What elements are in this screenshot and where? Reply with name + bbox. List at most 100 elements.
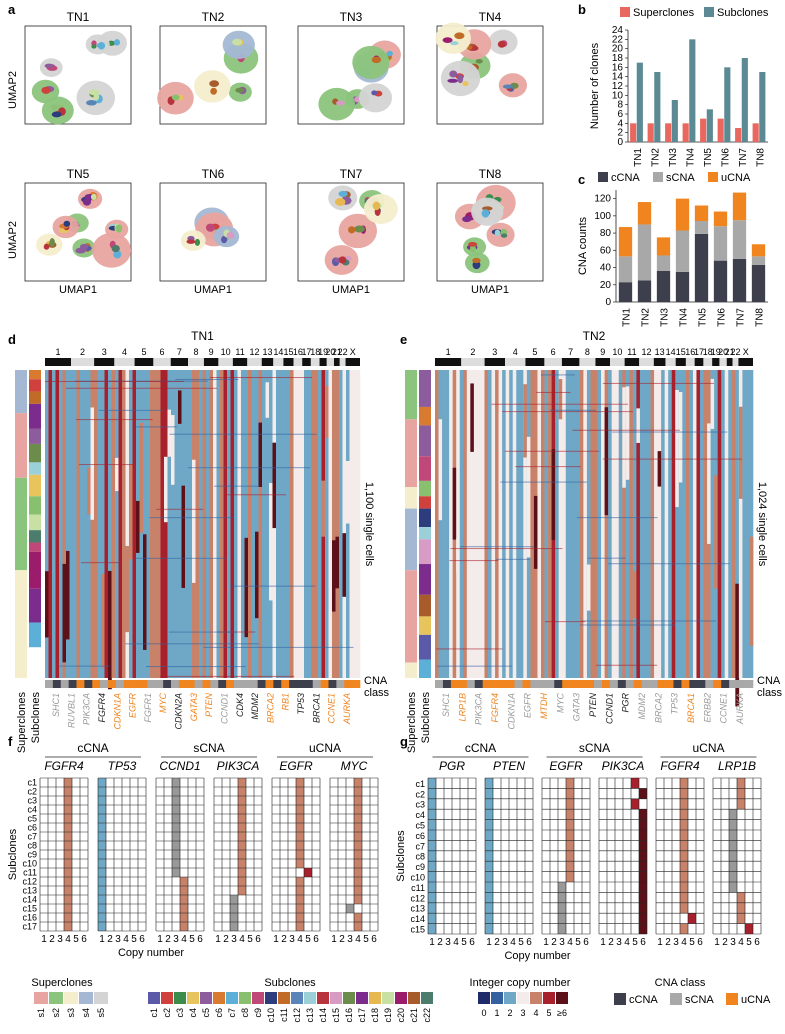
cna-class-cell [657,680,666,688]
chromosome-label-7: 7 [177,347,182,357]
chromosome-band-14 [273,358,284,366]
cna-class-cell [625,680,635,688]
legend-subclone-label-c13: c13 [305,1008,315,1023]
heatmap-streak [580,620,716,622]
cn-cell-fgfr4 [680,923,688,934]
gene-label-ccnd1: CCND1 [219,693,229,724]
heatmap-segment [356,370,361,678]
cna-class-cell [163,680,172,688]
cn-cell-pik3ca [639,840,647,851]
cn-cell-pten [485,913,493,924]
umap-cell-cluster [90,193,97,200]
cn-cell-lrp1b [729,850,737,862]
copy-number-tick: 5 [131,934,137,945]
chromosome-label-15: 15 [283,347,293,357]
cn-cell-egfr [558,892,566,903]
heatmap-streak [540,374,575,376]
cn-cell-pgr [428,923,436,934]
heatmap-segment [724,370,729,678]
cn-cell-tp53 [98,796,106,805]
chromosome-label-15: 15 [676,347,686,357]
cn-cell-pik3ca [238,886,246,895]
bar-subclones-tn6 [724,67,731,142]
heatmap-streak [134,426,177,428]
umap1-label: UMAP1 [332,284,370,296]
bar-subclones-tn4 [689,39,696,143]
heatmap-segment [227,370,231,678]
bar-ucna-tn7 [732,192,747,221]
heatmap-segment [339,370,343,678]
single-cells-label: 1,100 single cells [363,482,375,567]
heatmap-segment [636,408,641,443]
heatmap-segment [146,370,151,678]
cn-cell-egfr [558,923,566,934]
chromosome-band-X [345,358,360,366]
heatmap-segment [90,407,95,520]
cn-cell-myc [354,832,362,841]
legend-subclone-swatch-c18 [369,992,381,1004]
legend-superclone-swatch-s1 [34,992,48,1004]
heatmap-segment [449,370,453,678]
figure-legend: Superclones s1 s2 s3 s4 s5 Subclones c1 c2 c3 c4 c5… [31,977,771,1023]
subclone-row-label: c16 [22,913,37,923]
gene-label-shc1: SHC1 [51,693,61,717]
legend-superclone-swatch-s2 [49,992,63,1004]
x-tick-label: TN4 [679,308,690,327]
chromosome-label-11: 11 [627,347,636,357]
heatmap-streak [501,411,633,413]
copy-number-tick: 1 [543,937,549,948]
copy-number-tick: 3 [347,934,353,945]
cna-class-cell [76,680,85,688]
subclone-row-label: c4 [415,810,425,820]
cn-cell-tp53 [98,904,106,913]
bar-subclones-tn5 [706,109,713,142]
heatmap-segment [470,383,475,452]
cn-cell-tp53 [98,787,106,796]
chromosome-label-2: 2 [80,347,85,357]
chromosome-band-21 [333,358,340,366]
heatmap-segment [473,370,478,678]
y-tick-label: 120 [594,194,611,205]
panel-letter-g: g [400,734,408,749]
chromosome-band-16 [293,358,303,366]
cna-class-cell [226,680,235,688]
heatmap-segment [654,370,658,678]
cn-cell-fgfr4 [64,796,72,805]
heatmap-segment [45,370,49,678]
heatmap-segment [491,370,496,678]
cn-cell-pgr [428,902,436,914]
heatmap-segment [318,370,322,678]
cn-cell-ccnd1 [180,886,188,895]
heatmap-segment [108,370,112,678]
umap-cell-cluster [472,257,481,264]
heatmap-segment [262,370,266,678]
heatmap-segment [484,370,489,678]
heatmap-segment [241,370,245,678]
cn-cell-pgr [428,882,436,893]
heatmap-segment [661,370,665,678]
chromosome-label-13: 13 [263,347,273,357]
heatmap-segment [94,370,98,678]
cn-cell-lrp1b [729,819,737,830]
legend-subclone-swatch-c1 [148,992,160,1004]
heatmap-segment [335,536,340,589]
cn-cell-tp53 [98,778,106,787]
cn-cell-pik3ca [639,861,647,872]
cn-cell-pik3ca [238,877,246,886]
cna-class-cell [586,680,595,688]
chromosome-label-8: 8 [585,347,590,357]
heatmap-segment [353,370,357,678]
bar-superclones-tn5 [700,118,707,142]
bar-scna-tn5 [694,221,709,234]
cn-cell-egfr [296,823,304,832]
cn-cell-tp53 [98,922,106,931]
cna-class-cell [115,680,125,688]
heatmap-segment [579,370,584,678]
umap-cell-cluster [494,229,501,236]
cn-cell-tp53 [98,868,106,877]
bar-ccna-tn3 [656,270,671,302]
gene-header-fgfr4: FGFR4 [660,759,700,773]
cn-cell-myc [354,850,362,859]
umap-cell-cluster [462,81,469,87]
legend-superclone-label-s4: s4 [81,1008,91,1018]
